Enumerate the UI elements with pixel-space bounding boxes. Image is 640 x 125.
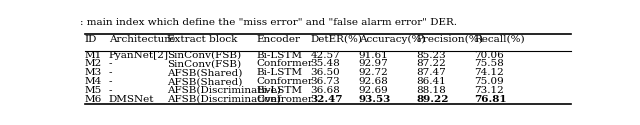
Text: 88.18: 88.18 bbox=[416, 86, 446, 95]
Text: 93.53: 93.53 bbox=[359, 95, 391, 104]
Text: M1: M1 bbox=[85, 50, 102, 59]
Text: Conformer: Conformer bbox=[256, 59, 313, 68]
Text: AFSB(Discriminative): AFSB(Discriminative) bbox=[167, 86, 281, 95]
Text: Extract block: Extract block bbox=[167, 34, 237, 44]
Text: M5: M5 bbox=[85, 86, 102, 95]
Text: 92.69: 92.69 bbox=[359, 86, 388, 95]
Text: 42.57: 42.57 bbox=[310, 50, 340, 59]
Text: 92.97: 92.97 bbox=[359, 59, 388, 68]
Text: PyanNet[2]: PyanNet[2] bbox=[109, 50, 169, 59]
Text: AFSB(Shared): AFSB(Shared) bbox=[167, 68, 242, 77]
Text: M2: M2 bbox=[85, 59, 102, 68]
Text: 92.72: 92.72 bbox=[359, 68, 388, 77]
Text: 36.68: 36.68 bbox=[310, 86, 340, 95]
Text: : main index which define the "miss error" and "false alarm error" DER.: : main index which define the "miss erro… bbox=[80, 18, 457, 27]
Text: AFSB(Shared): AFSB(Shared) bbox=[167, 77, 242, 86]
Text: 87.22: 87.22 bbox=[416, 59, 446, 68]
Text: Architecture: Architecture bbox=[109, 34, 175, 44]
Text: 85.23: 85.23 bbox=[416, 50, 446, 59]
Text: M6: M6 bbox=[85, 95, 102, 104]
Text: 86.41: 86.41 bbox=[416, 77, 446, 86]
Text: -: - bbox=[109, 59, 112, 68]
Text: ID: ID bbox=[85, 34, 97, 44]
Text: Recall(%): Recall(%) bbox=[474, 34, 525, 44]
Text: Encoder: Encoder bbox=[256, 34, 300, 44]
Text: Conformer: Conformer bbox=[256, 77, 313, 86]
Text: DetER(%): DetER(%) bbox=[310, 34, 363, 44]
Text: -: - bbox=[109, 77, 112, 86]
Text: -: - bbox=[109, 68, 112, 77]
Text: 74.12: 74.12 bbox=[474, 68, 504, 77]
Text: 35.48: 35.48 bbox=[310, 59, 340, 68]
Text: 75.58: 75.58 bbox=[474, 59, 504, 68]
Text: 91.61: 91.61 bbox=[359, 50, 388, 59]
Text: 36.73: 36.73 bbox=[310, 77, 340, 86]
Text: Precision(%): Precision(%) bbox=[416, 34, 483, 44]
Text: M3: M3 bbox=[85, 68, 102, 77]
Text: SinConv(FSB): SinConv(FSB) bbox=[167, 50, 241, 59]
Text: 92.68: 92.68 bbox=[359, 77, 388, 86]
Text: SinConv(FSB): SinConv(FSB) bbox=[167, 59, 241, 68]
Text: 32.47: 32.47 bbox=[310, 95, 343, 104]
Text: 70.06: 70.06 bbox=[474, 50, 504, 59]
Text: Bi-LSTM: Bi-LSTM bbox=[256, 86, 302, 95]
Text: Accuracy(%): Accuracy(%) bbox=[359, 34, 425, 44]
Text: 76.81: 76.81 bbox=[474, 95, 507, 104]
Text: Bi-LSTM: Bi-LSTM bbox=[256, 50, 302, 59]
Text: 36.50: 36.50 bbox=[310, 68, 340, 77]
Text: DMSNet: DMSNet bbox=[109, 95, 154, 104]
Text: 87.47: 87.47 bbox=[416, 68, 446, 77]
Text: Confromer: Confromer bbox=[256, 95, 313, 104]
Text: 73.12: 73.12 bbox=[474, 86, 504, 95]
Text: Bi-LSTM: Bi-LSTM bbox=[256, 68, 302, 77]
Text: 75.09: 75.09 bbox=[474, 77, 504, 86]
Text: M4: M4 bbox=[85, 77, 102, 86]
Text: AFSB(Discriminative): AFSB(Discriminative) bbox=[167, 95, 281, 104]
Text: 89.22: 89.22 bbox=[416, 95, 449, 104]
Text: -: - bbox=[109, 86, 112, 95]
